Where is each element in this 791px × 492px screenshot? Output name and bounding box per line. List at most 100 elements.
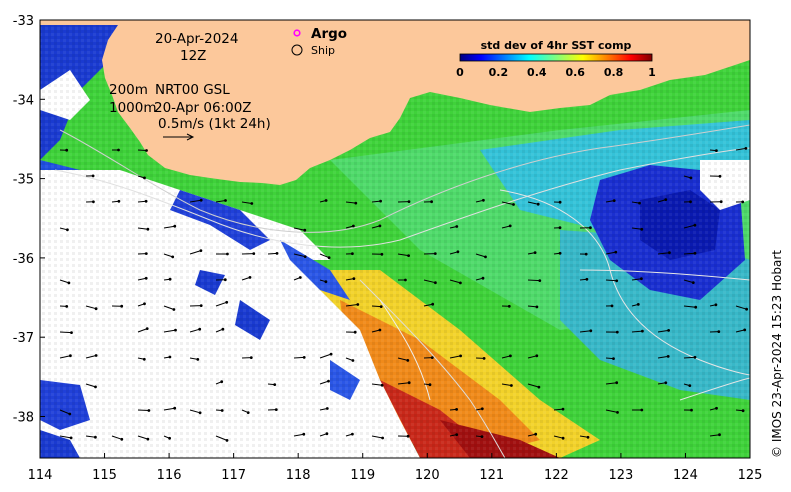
current-vector-head [91, 174, 95, 178]
current-vector [397, 382, 410, 385]
current-vector [345, 201, 356, 204]
map-hour: 12Z [180, 48, 206, 64]
current-vector-head [640, 408, 644, 412]
current-vector [683, 224, 696, 229]
lon-tick-label: 120 [415, 468, 440, 483]
current-vector-head [379, 199, 383, 203]
current-vector-head [666, 355, 670, 358]
ship-marker-icon [291, 44, 303, 56]
current-vector-head [612, 357, 615, 361]
current-vector-head [535, 305, 539, 309]
current-vector [293, 433, 304, 437]
current-vector-head [69, 436, 73, 440]
current-vector-head [434, 281, 437, 285]
current-vector-head [667, 329, 670, 332]
current-vector [449, 279, 461, 284]
current-vector-head [689, 176, 693, 180]
current-vector [501, 383, 512, 386]
current-vector [683, 356, 696, 359]
current-vector-head [143, 176, 146, 180]
current-vector-head [144, 252, 148, 256]
map-date: 20-Apr-2024 [155, 31, 238, 47]
current-vector-head [353, 330, 357, 334]
current-vector-head [273, 383, 277, 387]
current-vector [189, 199, 202, 203]
current-vector [137, 328, 148, 333]
current-vector [631, 227, 642, 230]
current-vector-head [744, 147, 748, 150]
current-vector-head [509, 354, 512, 358]
current-vector-head [224, 199, 227, 202]
current-vector [59, 355, 71, 359]
current-vector-head [428, 383, 432, 387]
current-vector-head [94, 435, 97, 439]
current-vector [553, 435, 564, 439]
current-vector [85, 435, 96, 438]
current-vector [735, 305, 747, 310]
current-vector-head [198, 411, 202, 415]
current-vector [397, 357, 408, 361]
current-vector-head [325, 407, 329, 410]
current-vector-head [380, 252, 384, 256]
current-vector-head [92, 200, 95, 204]
current-vector-head [171, 255, 175, 259]
current-vector-head [407, 254, 411, 258]
current-vector [527, 305, 537, 308]
lon-tick-label: 123 [608, 468, 633, 483]
current-vector [605, 251, 616, 255]
current-vector [293, 253, 306, 258]
current-vector-head [455, 408, 459, 411]
current-vector [163, 329, 176, 333]
current-vector-head [302, 356, 306, 359]
current-vector-head [117, 148, 120, 152]
current-vector-head [688, 384, 692, 388]
current-vector-head [718, 174, 722, 178]
lat-tick-label: -38 [13, 411, 34, 426]
current-vector-head [226, 252, 229, 256]
current-vector-head [303, 255, 307, 259]
current-vector-head [69, 354, 72, 358]
product-label: NRT00 GSL [155, 82, 230, 98]
current-vector [605, 279, 617, 282]
current-vector [371, 305, 382, 308]
current-vector-head [430, 200, 434, 204]
current-vector [85, 355, 97, 359]
current-vector [449, 355, 461, 359]
current-vector-head [534, 432, 538, 436]
current-vector-head [589, 329, 593, 333]
current-vector-head [615, 279, 619, 283]
current-vector-head [558, 200, 562, 204]
current-vector-head [381, 436, 385, 440]
current-vector-head [66, 228, 69, 232]
current-vector-head [94, 385, 97, 389]
current-vector-head [274, 408, 278, 412]
current-vector-head [225, 439, 229, 442]
current-vector-head [638, 201, 641, 205]
current-vector-head [143, 302, 146, 306]
depth-200-label: 200m [109, 82, 148, 98]
current-vector [501, 225, 511, 229]
current-vector-head [585, 277, 589, 281]
colorbar-tick-label: 0.4 [527, 66, 547, 79]
current-vector-head [302, 432, 306, 436]
lat-tick-label: -36 [13, 252, 34, 267]
current-vector [189, 328, 200, 333]
current-vector-head [172, 308, 176, 311]
current-vector [631, 330, 643, 333]
current-vector [319, 353, 332, 359]
current-vector-head [378, 328, 382, 332]
current-vector-head [482, 357, 486, 360]
current-vector-head [168, 355, 172, 359]
current-vector-head [459, 281, 462, 285]
current-vector-head [173, 224, 177, 228]
current-vector-head [94, 354, 98, 357]
current-vector-head [717, 330, 721, 334]
map-field [40, 20, 750, 458]
colorbar: std dev of 4hr SST comp 0 0.2 0.4 0.6 0.8 1 [456, 39, 656, 79]
current-vector-head [352, 277, 356, 281]
current-vector [215, 200, 226, 203]
current-vector [319, 253, 330, 259]
current-vector-head [120, 304, 124, 308]
current-vector-head [325, 432, 329, 436]
current-vector-head [352, 224, 355, 228]
